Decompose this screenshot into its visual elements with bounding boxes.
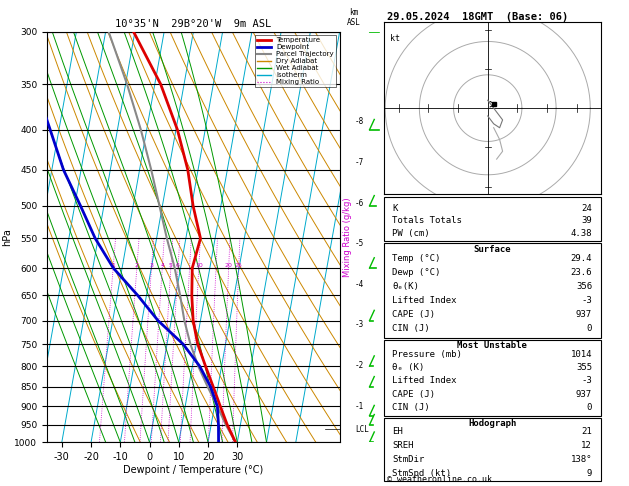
Text: -3: -3 [581, 376, 592, 385]
Y-axis label: hPa: hPa [2, 228, 12, 246]
Text: 937: 937 [576, 390, 592, 399]
Text: K: K [392, 204, 398, 213]
Text: Most Unstable: Most Unstable [457, 342, 527, 350]
Text: 937: 937 [576, 310, 592, 319]
Text: 1014: 1014 [571, 349, 592, 359]
Text: -4: -4 [355, 280, 364, 289]
X-axis label: Dewpoint / Temperature (°C): Dewpoint / Temperature (°C) [123, 465, 264, 475]
Text: CAPE (J): CAPE (J) [392, 310, 435, 319]
Legend: Temperature, Dewpoint, Parcel Trajectory, Dry Adiabat, Wet Adiabat, Isotherm, Mi: Temperature, Dewpoint, Parcel Trajectory… [255, 35, 336, 87]
Text: 29.4: 29.4 [571, 254, 592, 262]
Text: 355: 355 [576, 363, 592, 372]
Text: LCL: LCL [355, 425, 369, 434]
Text: -3: -3 [355, 320, 364, 330]
Text: Lifted Index: Lifted Index [392, 296, 457, 305]
Text: CAPE (J): CAPE (J) [392, 390, 435, 399]
Text: 10: 10 [195, 263, 203, 268]
Text: 29.05.2024  18GMT  (Base: 06): 29.05.2024 18GMT (Base: 06) [387, 12, 568, 22]
Text: -6: -6 [355, 199, 364, 208]
Text: Hodograph: Hodograph [468, 419, 516, 428]
Text: -8: -8 [355, 118, 364, 126]
Text: 4: 4 [160, 263, 164, 268]
Text: SREH: SREH [392, 441, 414, 450]
Text: 138°: 138° [571, 455, 592, 464]
Text: EH: EH [392, 427, 403, 436]
Text: 39: 39 [581, 216, 592, 226]
Title: 10°35'N  29B°20'W  9m ASL: 10°35'N 29B°20'W 9m ASL [115, 19, 272, 30]
Text: km
ASL: km ASL [347, 8, 361, 28]
Text: StmSpd (kt): StmSpd (kt) [392, 469, 452, 478]
Text: -7: -7 [355, 158, 364, 167]
Text: 6: 6 [176, 263, 180, 268]
Text: 0: 0 [587, 324, 592, 333]
Text: 24: 24 [581, 204, 592, 213]
Text: Lifted Index: Lifted Index [392, 376, 457, 385]
Text: 25: 25 [235, 263, 243, 268]
Text: 9: 9 [587, 469, 592, 478]
Text: Temp (°C): Temp (°C) [392, 254, 441, 262]
Text: 23.6: 23.6 [571, 268, 592, 277]
Text: Totals Totals: Totals Totals [392, 216, 462, 226]
Text: 21: 21 [581, 427, 592, 436]
Text: Pressure (mb): Pressure (mb) [392, 349, 462, 359]
Text: θₑ (K): θₑ (K) [392, 363, 425, 372]
Text: © weatheronline.co.uk: © weatheronline.co.uk [387, 474, 492, 484]
Text: Surface: Surface [474, 245, 511, 254]
Text: CIN (J): CIN (J) [392, 324, 430, 333]
Text: 2: 2 [135, 263, 139, 268]
Text: 0: 0 [587, 403, 592, 412]
Text: 1: 1 [111, 263, 115, 268]
Text: 3: 3 [150, 263, 153, 268]
Text: kt: kt [389, 34, 399, 43]
Text: Mixing Ratio (g/kg): Mixing Ratio (g/kg) [343, 197, 352, 277]
Text: 12: 12 [581, 441, 592, 450]
Text: -3: -3 [581, 296, 592, 305]
Text: 20: 20 [225, 263, 233, 268]
Text: 356: 356 [576, 282, 592, 291]
Text: StmDir: StmDir [392, 455, 425, 464]
Text: PW (cm): PW (cm) [392, 229, 430, 238]
Text: -2: -2 [355, 361, 364, 370]
Text: -5: -5 [355, 239, 364, 248]
Text: 5: 5 [169, 263, 173, 268]
Text: 4.38: 4.38 [571, 229, 592, 238]
Text: CIN (J): CIN (J) [392, 403, 430, 412]
Text: Dewp (°C): Dewp (°C) [392, 268, 441, 277]
Text: -1: -1 [355, 401, 364, 411]
Text: θₑ(K): θₑ(K) [392, 282, 420, 291]
